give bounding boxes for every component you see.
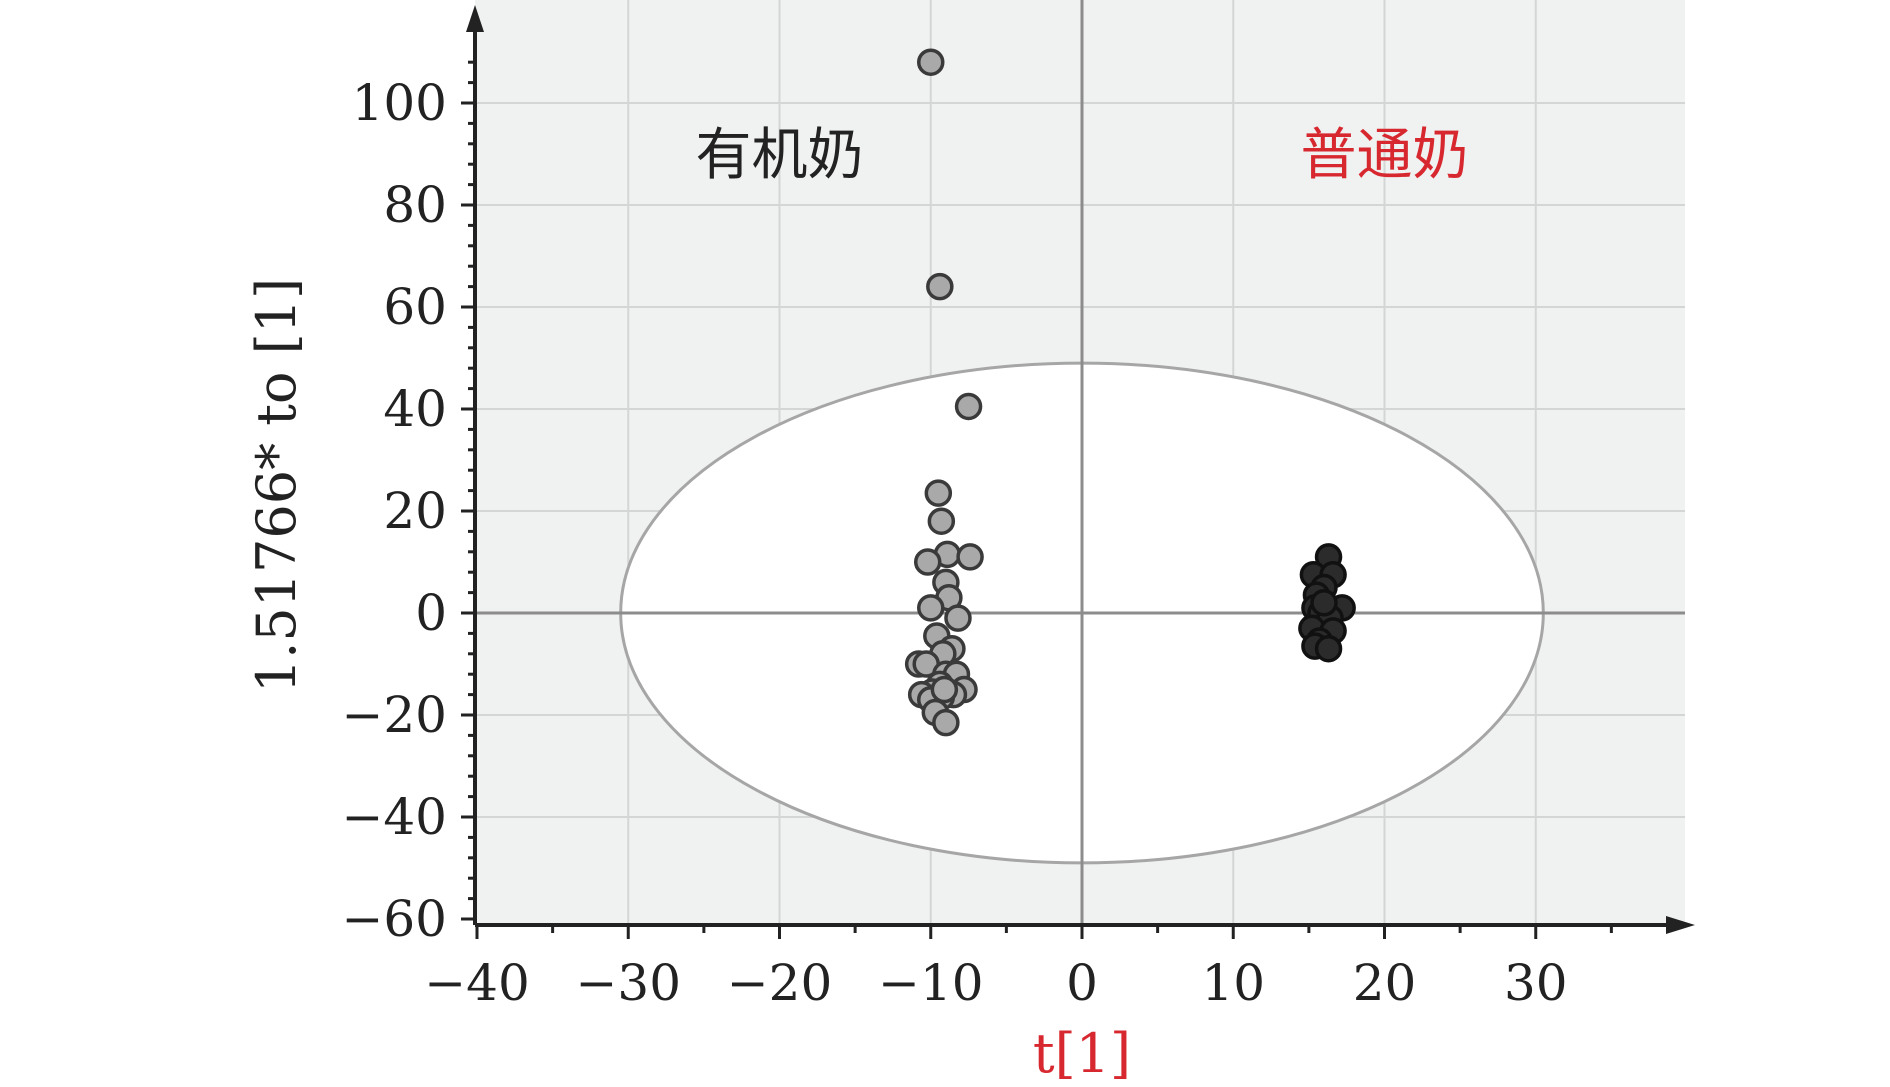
- tick-labels: −60 −40 −20 0 20 40 60 80 100 −40 −30 −20 −10 0 10 20 30: [341, 74, 1567, 1012]
- y-tick-label: 0: [415, 584, 447, 642]
- x-tick-label: 10: [1201, 954, 1265, 1012]
- x-tick-label: 30: [1504, 954, 1568, 1012]
- x-tick-label: −10: [878, 954, 984, 1012]
- point-organic: [927, 507, 956, 535]
- point-organic: [930, 675, 959, 704]
- x-tick-label: −40: [424, 954, 530, 1012]
- point-organic: [924, 479, 953, 507]
- x-axis-title: t[1]: [1033, 1022, 1131, 1085]
- y-tick-label: 60: [383, 278, 447, 336]
- y-tick-label: −20: [341, 686, 447, 744]
- point-organic: [954, 392, 983, 421]
- y-tick-label: 80: [383, 176, 447, 234]
- point-organic: [932, 708, 960, 737]
- group-label-regular: 普通奶: [1301, 123, 1469, 188]
- x-tick-label: 0: [1066, 954, 1098, 1012]
- point-organic: [913, 548, 942, 576]
- x-tick-label: −30: [575, 954, 681, 1012]
- x-tick-label: −20: [727, 954, 833, 1012]
- y-axis-title: 1.51766* to [1]: [245, 278, 308, 693]
- point-regular: [1314, 634, 1343, 663]
- y-tick-label: −40: [341, 788, 447, 846]
- y-tick-label: 100: [352, 74, 447, 132]
- y-tick-label: 20: [383, 482, 447, 540]
- point-organic: [917, 48, 945, 76]
- x-axis-arrow: [1666, 916, 1695, 934]
- data-points: [904, 48, 1356, 737]
- y-tick-label: 40: [383, 380, 447, 438]
- point-regular: [1310, 589, 1338, 617]
- x-tick-label: 20: [1353, 954, 1417, 1012]
- y-tick-label: −60: [341, 890, 447, 948]
- point-organic: [944, 604, 972, 632]
- point-organic: [917, 594, 945, 622]
- axes: [461, 5, 1695, 939]
- point-organic: [956, 543, 984, 571]
- y-axis-arrow: [466, 5, 484, 32]
- point-organic: [926, 272, 954, 301]
- group-label-organic: 有机奶: [696, 123, 864, 188]
